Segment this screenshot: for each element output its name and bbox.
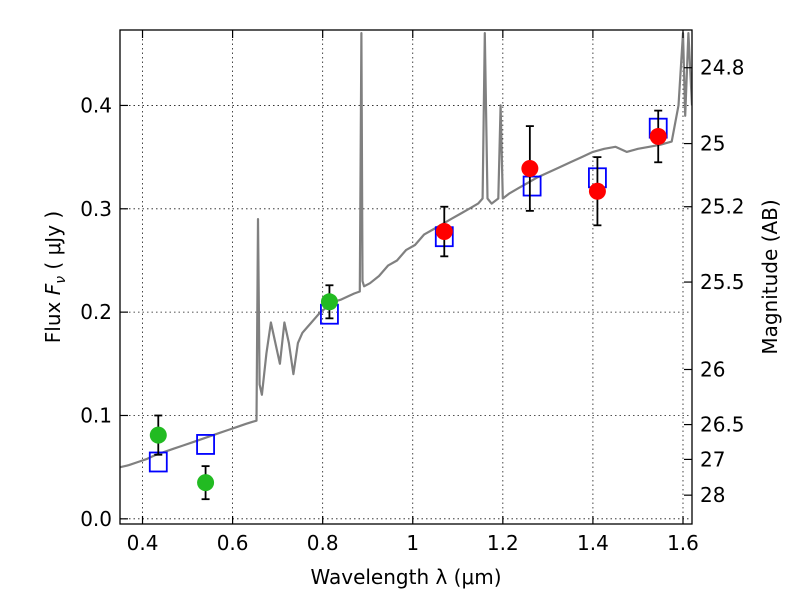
y-tick-label: 0.2 bbox=[80, 300, 112, 324]
y-tick-label: 0.3 bbox=[80, 197, 112, 221]
right-tick-label: 28 bbox=[700, 483, 725, 507]
photometry-point bbox=[588, 182, 606, 200]
model-photometry-square bbox=[196, 434, 215, 455]
right-tick-label: 25.5 bbox=[700, 270, 745, 294]
y-axis-label: Flux Fν ( μJy ) bbox=[41, 211, 69, 343]
right-tick-label: 25.2 bbox=[700, 195, 745, 219]
right-tick-label: 26 bbox=[700, 357, 725, 381]
x-tick-label: 0.8 bbox=[307, 531, 339, 555]
x-tick-label: 1.2 bbox=[487, 531, 519, 555]
right-tick-label: 27 bbox=[700, 447, 725, 471]
sed-spectrum-line bbox=[120, 31, 692, 469]
x-tick-label: 1.6 bbox=[667, 531, 699, 555]
x-axis-label: Wavelength λ (μm) bbox=[310, 565, 501, 589]
plot-frame bbox=[119, 29, 693, 525]
x-tick-label: 1.4 bbox=[577, 531, 609, 555]
right-tick-label: 26.5 bbox=[700, 413, 745, 437]
photometry-point bbox=[149, 426, 167, 444]
right-tick-label: 25 bbox=[700, 132, 725, 156]
x-tick-label: 0.6 bbox=[217, 531, 249, 555]
plot-layer bbox=[120, 31, 692, 501]
y-tick-label: 0.0 bbox=[80, 507, 112, 531]
y-tick-label: 0.4 bbox=[80, 93, 112, 117]
x-tick-label: 0.4 bbox=[127, 531, 159, 555]
photometry-point bbox=[521, 159, 539, 177]
photometry-point bbox=[320, 293, 338, 311]
right-axis-label: Magnitude (AB) bbox=[758, 199, 782, 354]
grid-layer bbox=[120, 30, 692, 524]
right-tick-label: 24.8 bbox=[700, 56, 745, 80]
tick-layer: 0.4 0.6 0.8 1 1.2 1.4 1.6 0.0 0.1 0.2 0.3 0.4 24.8 25… bbox=[80, 30, 745, 555]
photometry-point bbox=[435, 223, 453, 241]
photometry-point bbox=[197, 474, 215, 492]
x-tick-label: 1 bbox=[406, 531, 419, 555]
photometry-point bbox=[649, 127, 667, 145]
y-tick-label: 0.1 bbox=[80, 403, 112, 427]
